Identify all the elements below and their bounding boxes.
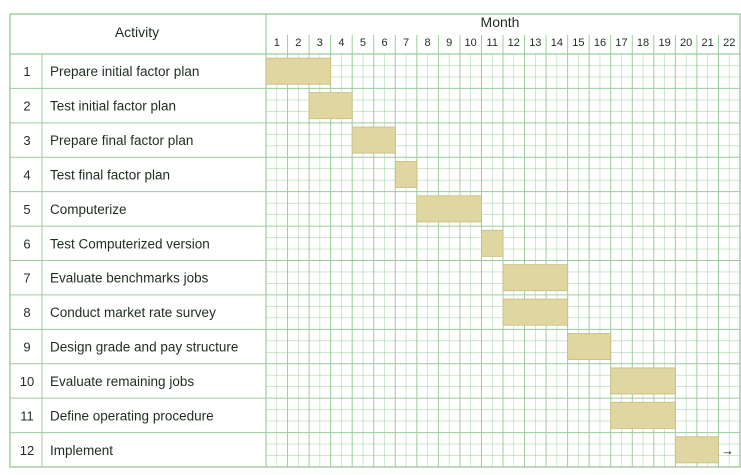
task-number: 5	[23, 202, 30, 217]
task-name: Prepare final factor plan	[50, 133, 193, 148]
month-label: 21	[702, 37, 714, 49]
task-name: Evaluate benchmarks jobs	[50, 271, 209, 286]
month-label: 11	[487, 37, 498, 49]
month-label: 6	[381, 37, 387, 49]
task-name: Conduct market rate survey	[50, 305, 216, 320]
month-label: 12	[508, 37, 520, 49]
task-name: Test Computerized version	[50, 236, 210, 251]
task-bar	[416, 195, 482, 223]
task-name: Test final factor plan	[50, 167, 170, 182]
task-number: 9	[23, 340, 30, 355]
month-label: 4	[338, 37, 344, 49]
task-bar	[394, 160, 418, 188]
month-label: 16	[594, 37, 606, 49]
task-number: 2	[23, 99, 30, 114]
month-label: 22	[723, 37, 735, 49]
month-label: 2	[295, 37, 301, 49]
task-bar	[567, 333, 612, 361]
task-bar	[674, 436, 719, 464]
task-number: 4	[23, 167, 30, 182]
month-label: 13	[529, 37, 541, 49]
month-label: 14	[551, 37, 563, 49]
continuation-arrow: →	[721, 443, 734, 458]
task-number: 8	[23, 305, 30, 320]
task-name: Prepare initial factor plan	[50, 64, 199, 79]
task-number: 10	[20, 374, 34, 389]
month-label: 9	[446, 37, 452, 49]
task-name: Define operating procedure	[50, 408, 214, 423]
month-label: 10	[465, 37, 477, 49]
task-bar	[502, 264, 569, 292]
activity-rows: 1 Prepare initial factor plan 2 Test initia…	[20, 64, 734, 458]
task-bar	[308, 92, 353, 120]
task-bar	[502, 298, 569, 326]
month-label: 3	[317, 37, 323, 49]
task-name: Implement	[50, 443, 113, 458]
month-label: 5	[360, 37, 366, 49]
task-number: 7	[23, 271, 30, 286]
activity-header: Activity	[115, 24, 159, 40]
task-number: 6	[23, 236, 30, 251]
task-name: Design grade and pay structure	[50, 340, 238, 355]
task-bar	[481, 229, 504, 257]
month-label: 1	[274, 37, 280, 49]
month-header: Month	[481, 14, 520, 30]
month-label: 8	[425, 37, 431, 49]
task-name: Computerize	[50, 202, 127, 217]
task-bars	[265, 57, 719, 464]
task-number: 12	[20, 443, 34, 458]
month-label: 20	[680, 37, 692, 49]
task-bar	[351, 126, 396, 154]
task-number: 1	[23, 64, 30, 79]
task-name: Evaluate remaining jobs	[50, 374, 194, 389]
task-number: 3	[23, 133, 30, 148]
month-label: 19	[658, 37, 670, 49]
month-labels: 1 2 3 4 5 6 7 8 9 10 11 12 13 14 15 16 17 18 19 20 21 22	[274, 37, 736, 49]
month-label: 15	[572, 37, 584, 49]
month-label: 7	[403, 37, 409, 49]
month-label: 18	[637, 37, 649, 49]
task-bar	[610, 401, 676, 429]
task-bar	[610, 367, 676, 395]
month-label: 17	[615, 37, 627, 49]
task-name: Test initial factor plan	[50, 99, 176, 114]
task-number: 11	[20, 408, 34, 423]
task-bar	[265, 57, 332, 85]
